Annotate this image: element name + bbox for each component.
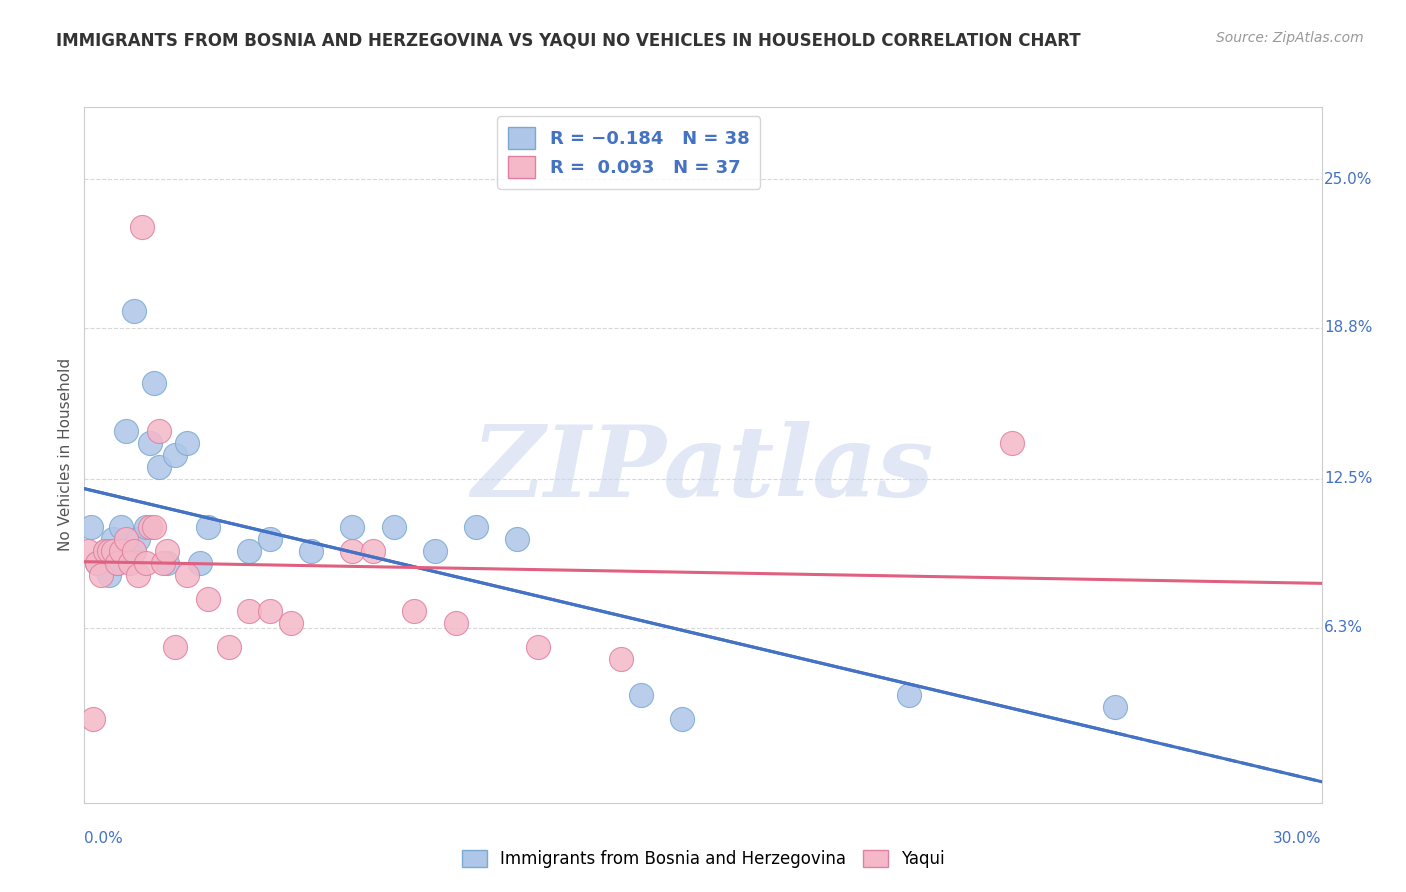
Point — [131, 219, 153, 234]
Point — [218, 640, 240, 654]
Point — [1001, 436, 1024, 450]
Point — [152, 556, 174, 570]
Point — [110, 520, 132, 534]
Text: 6.3%: 6.3% — [1324, 620, 1362, 635]
Point — [127, 532, 149, 546]
Point — [77, 544, 100, 558]
Point — [98, 544, 121, 558]
Point — [342, 520, 364, 534]
Point — [143, 520, 166, 534]
Point — [156, 544, 179, 558]
Point — [361, 544, 384, 558]
Point — [238, 604, 260, 618]
Point — [299, 544, 322, 558]
Point — [86, 556, 108, 570]
Point — [165, 640, 187, 654]
Point — [444, 615, 467, 630]
Legend: Immigrants from Bosnia and Herzegovina, Yaqui: Immigrants from Bosnia and Herzegovina, … — [456, 843, 950, 875]
Point — [1104, 699, 1126, 714]
Point — [259, 604, 281, 618]
Point — [127, 567, 149, 582]
Point — [114, 532, 136, 546]
Point — [609, 652, 631, 666]
Point — [197, 591, 219, 606]
Text: 12.5%: 12.5% — [1324, 471, 1372, 486]
Point — [188, 556, 211, 570]
Point — [118, 544, 141, 558]
Point — [103, 544, 125, 558]
Text: IMMIGRANTS FROM BOSNIA AND HERZEGOVINA VS YAQUI NO VEHICLES IN HOUSEHOLD CORRELA: IMMIGRANTS FROM BOSNIA AND HERZEGOVINA V… — [56, 31, 1081, 49]
Point — [86, 556, 108, 570]
Point — [156, 556, 179, 570]
Point — [114, 424, 136, 438]
Point — [122, 544, 145, 558]
Point — [404, 604, 426, 618]
Point — [122, 304, 145, 318]
Text: 18.8%: 18.8% — [1324, 320, 1372, 335]
Point — [82, 712, 104, 726]
Text: Source: ZipAtlas.com: Source: ZipAtlas.com — [1216, 31, 1364, 45]
Point — [280, 615, 302, 630]
Point — [139, 436, 162, 450]
Point — [110, 544, 132, 558]
Point — [671, 712, 693, 726]
Point — [103, 532, 125, 546]
Point — [105, 556, 128, 570]
Point — [135, 520, 157, 534]
Point — [118, 556, 141, 570]
Point — [176, 436, 198, 450]
Text: 30.0%: 30.0% — [1274, 830, 1322, 846]
Point — [176, 567, 198, 582]
Text: ZIPatlas: ZIPatlas — [472, 421, 934, 517]
Y-axis label: No Vehicles in Household: No Vehicles in Household — [58, 359, 73, 551]
Point — [506, 532, 529, 546]
Point — [898, 688, 921, 702]
Point — [382, 520, 405, 534]
Point — [148, 459, 170, 474]
Point — [139, 520, 162, 534]
Point — [342, 544, 364, 558]
Legend: R = −0.184   N = 38, R =  0.093   N = 37: R = −0.184 N = 38, R = 0.093 N = 37 — [498, 116, 761, 189]
Point — [148, 424, 170, 438]
Point — [197, 520, 219, 534]
Point — [135, 556, 157, 570]
Point — [94, 544, 117, 558]
Point — [465, 520, 488, 534]
Text: 25.0%: 25.0% — [1324, 171, 1372, 186]
Point — [630, 688, 652, 702]
Point — [90, 567, 112, 582]
Point — [143, 376, 166, 390]
Point — [165, 448, 187, 462]
Point — [94, 544, 117, 558]
Point — [98, 567, 121, 582]
Point — [238, 544, 260, 558]
Text: 0.0%: 0.0% — [84, 830, 124, 846]
Point — [105, 556, 128, 570]
Point — [527, 640, 550, 654]
Point — [79, 520, 101, 534]
Point — [259, 532, 281, 546]
Point — [423, 544, 446, 558]
